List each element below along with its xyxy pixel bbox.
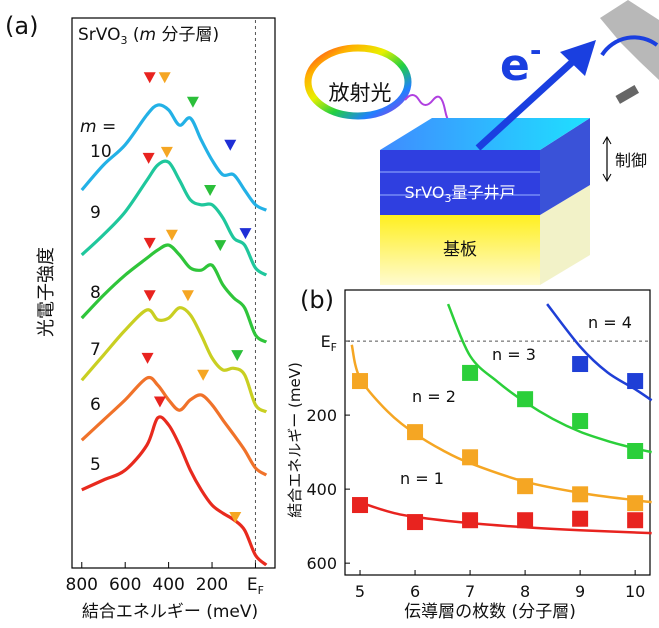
data-point xyxy=(572,356,588,372)
spectrum xyxy=(82,377,267,475)
peak-marker xyxy=(154,397,166,408)
data-point xyxy=(352,373,368,389)
peak-marker xyxy=(143,153,155,164)
data-point xyxy=(627,495,643,511)
tick-label: 400 xyxy=(152,575,184,595)
data-point xyxy=(462,449,478,465)
series-label: n = 1 xyxy=(400,469,444,488)
legend-title: m = xyxy=(80,117,116,137)
tick-label: 9 xyxy=(575,582,585,601)
data-point xyxy=(627,443,643,459)
title-part: 分子層) xyxy=(156,25,219,45)
data-point xyxy=(517,478,533,494)
series-label: n = 2 xyxy=(412,387,456,406)
legend-label: 9 xyxy=(90,203,101,223)
peak-marker xyxy=(182,290,194,301)
title-part: ( xyxy=(128,25,140,45)
data-point xyxy=(407,514,423,530)
light-label: 放射光 xyxy=(329,81,392,105)
tick-label: 600 xyxy=(109,575,141,595)
legend-label: 6 xyxy=(90,395,101,415)
tick-label-sub: F xyxy=(331,341,337,354)
data-point xyxy=(572,413,588,429)
panel-label: (a) xyxy=(5,12,38,40)
series-label: n = 4 xyxy=(588,313,632,332)
data-point xyxy=(462,512,478,528)
data-point xyxy=(462,365,478,381)
tick-label: 8 xyxy=(520,582,530,601)
fit-curve xyxy=(352,345,652,502)
peak-marker xyxy=(204,185,216,196)
peak-marker xyxy=(144,72,156,83)
legend-label: 8 xyxy=(90,283,101,303)
peak-marker xyxy=(214,240,226,251)
spectrum xyxy=(82,245,267,342)
data-point xyxy=(627,512,643,528)
peak-marker xyxy=(197,370,209,381)
data-point xyxy=(517,391,533,407)
legend-label: 5 xyxy=(90,455,101,475)
tick-label: 200 xyxy=(306,406,337,425)
peak-marker xyxy=(231,350,243,361)
peak-marker xyxy=(142,353,154,364)
spectrum xyxy=(82,308,267,412)
data-point xyxy=(572,486,588,502)
data-point xyxy=(517,512,533,528)
tick-label-sub: F xyxy=(258,584,264,597)
peak-marker xyxy=(161,147,173,158)
tick-label: EF xyxy=(321,332,337,354)
figure: 放射光 SrVO3量子井戸 基板 e- 制御 800600400200EF567… xyxy=(0,0,659,628)
tick-label-main: E xyxy=(321,332,331,351)
y-axis-label: 光電子強度 xyxy=(36,247,57,337)
electron-label: e- xyxy=(500,34,541,91)
x-axis-label: 伝導層の枚数 (分子層) xyxy=(404,602,576,622)
title-part: SrVO xyxy=(78,25,121,45)
peak-marker xyxy=(144,290,156,301)
fit-curve xyxy=(355,500,652,533)
tick-label: 600 xyxy=(306,554,337,573)
peak-marker xyxy=(166,230,178,241)
x-axis-label: 結合エネルギー (meV) xyxy=(82,602,258,622)
tick-label: 7 xyxy=(465,582,475,601)
peak-marker xyxy=(239,228,251,239)
series-label: n = 3 xyxy=(492,345,536,364)
tick-label-main: E xyxy=(247,575,258,595)
legend-label: 7 xyxy=(90,340,101,360)
data-point xyxy=(627,373,643,389)
data-point xyxy=(572,511,588,527)
tick-label: 400 xyxy=(306,480,337,499)
chart-title: SrVO3 (m 分子層) xyxy=(78,25,219,47)
data-point xyxy=(352,497,368,513)
plot-frame xyxy=(72,18,275,568)
title-part: 3 xyxy=(121,34,128,47)
tick-label: 5 xyxy=(355,582,365,601)
control-label: 制御 xyxy=(615,151,647,170)
legend-label: 10 xyxy=(90,142,112,162)
peak-marker xyxy=(187,97,199,108)
substrate-label: 基板 xyxy=(443,240,477,260)
tick-label: 6 xyxy=(410,582,420,601)
tick-label: 800 xyxy=(66,575,98,595)
peak-marker xyxy=(144,238,156,249)
panel-label: (b) xyxy=(300,286,334,314)
tick-label: EF xyxy=(247,575,264,597)
tick-label: 10 xyxy=(625,582,645,601)
peak-marker xyxy=(224,140,236,151)
diagram: 放射光 SrVO3量子井戸 基板 e- 制御 xyxy=(308,0,659,285)
y-axis-label: 結合エネルギー (meV) xyxy=(286,362,304,518)
well-label: SrVO3量子井戸 xyxy=(404,183,515,205)
data-point xyxy=(407,424,423,440)
detector-slit xyxy=(615,85,639,104)
peak-marker xyxy=(159,72,171,83)
tick-label: 200 xyxy=(196,575,228,595)
title-part: m xyxy=(140,25,157,45)
